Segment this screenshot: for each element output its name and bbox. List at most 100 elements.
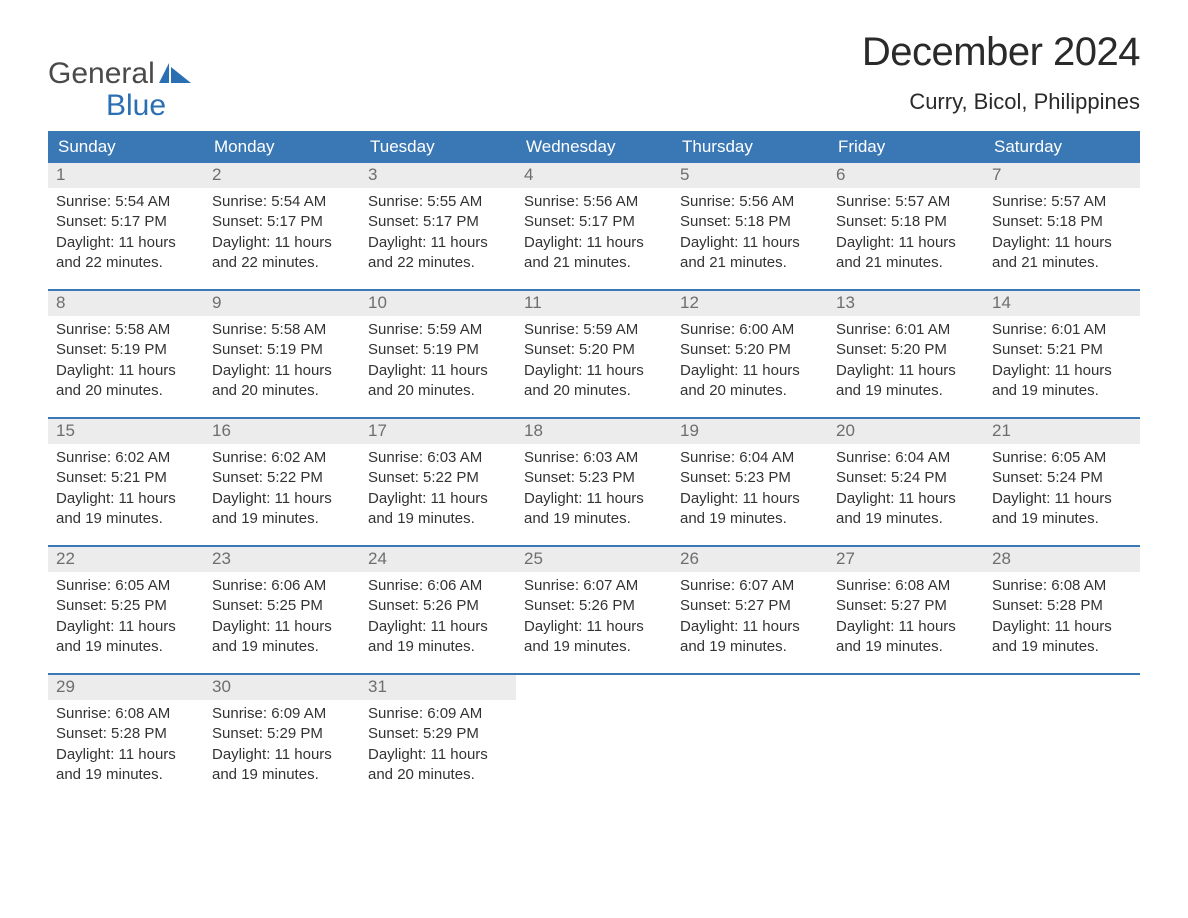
day-cell: 14Sunrise: 6:01 AMSunset: 5:21 PMDayligh… [984, 291, 1140, 417]
sunset-text: Sunset: 5:28 PM [992, 596, 1132, 616]
day-cell: 27Sunrise: 6:08 AMSunset: 5:27 PMDayligh… [828, 547, 984, 673]
daylight-text: Daylight: 11 hours and 19 minutes. [524, 617, 664, 658]
day-number: 18 [516, 419, 672, 444]
day-cell: 1Sunrise: 5:54 AMSunset: 5:17 PMDaylight… [48, 163, 204, 289]
day-body: Sunrise: 5:54 AMSunset: 5:17 PMDaylight:… [204, 188, 360, 279]
sunrise-text: Sunrise: 6:04 AM [680, 448, 820, 468]
day-body: Sunrise: 6:08 AMSunset: 5:27 PMDaylight:… [828, 572, 984, 663]
day-number: 16 [204, 419, 360, 444]
day-cell: 12Sunrise: 6:00 AMSunset: 5:20 PMDayligh… [672, 291, 828, 417]
sunset-text: Sunset: 5:25 PM [56, 596, 196, 616]
logo-word-blue: Blue [48, 90, 191, 122]
day-body: Sunrise: 6:04 AMSunset: 5:23 PMDaylight:… [672, 444, 828, 535]
sunrise-text: Sunrise: 5:57 AM [992, 192, 1132, 212]
header: General Blue December 2024 Curry, Bicol,… [48, 30, 1140, 121]
sunset-text: Sunset: 5:24 PM [836, 468, 976, 488]
daylight-text: Daylight: 11 hours and 19 minutes. [212, 489, 352, 530]
day-body: Sunrise: 6:04 AMSunset: 5:24 PMDaylight:… [828, 444, 984, 535]
day-cell: 21Sunrise: 6:05 AMSunset: 5:24 PMDayligh… [984, 419, 1140, 545]
daylight-text: Daylight: 11 hours and 19 minutes. [212, 745, 352, 786]
day-number: 22 [48, 547, 204, 572]
daylight-text: Daylight: 11 hours and 22 minutes. [368, 233, 508, 274]
day-number: 29 [48, 675, 204, 700]
day-body: Sunrise: 6:00 AMSunset: 5:20 PMDaylight:… [672, 316, 828, 407]
sunset-text: Sunset: 5:19 PM [56, 340, 196, 360]
day-body: Sunrise: 6:08 AMSunset: 5:28 PMDaylight:… [48, 700, 204, 791]
day-number: 14 [984, 291, 1140, 316]
day-cell: 20Sunrise: 6:04 AMSunset: 5:24 PMDayligh… [828, 419, 984, 545]
day-number: 7 [984, 163, 1140, 188]
dow-thursday: Thursday [672, 131, 828, 163]
day-body: Sunrise: 5:56 AMSunset: 5:18 PMDaylight:… [672, 188, 828, 279]
daylight-text: Daylight: 11 hours and 20 minutes. [680, 361, 820, 402]
sunset-text: Sunset: 5:28 PM [56, 724, 196, 744]
daylight-text: Daylight: 11 hours and 21 minutes. [836, 233, 976, 274]
dow-tuesday: Tuesday [360, 131, 516, 163]
day-number: 15 [48, 419, 204, 444]
day-cell: 16Sunrise: 6:02 AMSunset: 5:22 PMDayligh… [204, 419, 360, 545]
sunset-text: Sunset: 5:20 PM [524, 340, 664, 360]
sunset-text: Sunset: 5:26 PM [368, 596, 508, 616]
sunset-text: Sunset: 5:18 PM [836, 212, 976, 232]
sunrise-text: Sunrise: 6:05 AM [992, 448, 1132, 468]
day-number: 24 [360, 547, 516, 572]
daylight-text: Daylight: 11 hours and 20 minutes. [524, 361, 664, 402]
sunrise-text: Sunrise: 6:06 AM [212, 576, 352, 596]
weeks-container: 1Sunrise: 5:54 AMSunset: 5:17 PMDaylight… [48, 163, 1140, 801]
sunrise-text: Sunrise: 5:55 AM [368, 192, 508, 212]
dow-wednesday: Wednesday [516, 131, 672, 163]
day-number: 25 [516, 547, 672, 572]
sunrise-text: Sunrise: 5:56 AM [524, 192, 664, 212]
day-body: Sunrise: 5:59 AMSunset: 5:20 PMDaylight:… [516, 316, 672, 407]
sunrise-text: Sunrise: 5:54 AM [212, 192, 352, 212]
week-row: 1Sunrise: 5:54 AMSunset: 5:17 PMDaylight… [48, 163, 1140, 289]
sunrise-text: Sunrise: 5:57 AM [836, 192, 976, 212]
flag-icon [159, 58, 191, 90]
daylight-text: Daylight: 11 hours and 19 minutes. [524, 489, 664, 530]
day-cell [828, 675, 984, 801]
day-number: 11 [516, 291, 672, 316]
day-cell: 23Sunrise: 6:06 AMSunset: 5:25 PMDayligh… [204, 547, 360, 673]
day-body: Sunrise: 6:03 AMSunset: 5:23 PMDaylight:… [516, 444, 672, 535]
dow-sunday: Sunday [48, 131, 204, 163]
sunset-text: Sunset: 5:22 PM [368, 468, 508, 488]
sunrise-text: Sunrise: 5:59 AM [524, 320, 664, 340]
day-body: Sunrise: 6:09 AMSunset: 5:29 PMDaylight:… [360, 700, 516, 791]
month-title: December 2024 [862, 30, 1140, 75]
sunrise-text: Sunrise: 5:58 AM [212, 320, 352, 340]
sunrise-text: Sunrise: 5:54 AM [56, 192, 196, 212]
day-cell [672, 675, 828, 801]
day-cell: 11Sunrise: 5:59 AMSunset: 5:20 PMDayligh… [516, 291, 672, 417]
day-number: 31 [360, 675, 516, 700]
sunrise-text: Sunrise: 5:56 AM [680, 192, 820, 212]
day-body: Sunrise: 6:02 AMSunset: 5:21 PMDaylight:… [48, 444, 204, 535]
location: Curry, Bicol, Philippines [862, 89, 1140, 115]
day-body: Sunrise: 5:57 AMSunset: 5:18 PMDaylight:… [828, 188, 984, 279]
day-cell: 10Sunrise: 5:59 AMSunset: 5:19 PMDayligh… [360, 291, 516, 417]
sunset-text: Sunset: 5:17 PM [368, 212, 508, 232]
week-row: 22Sunrise: 6:05 AMSunset: 5:25 PMDayligh… [48, 545, 1140, 673]
daylight-text: Daylight: 11 hours and 22 minutes. [212, 233, 352, 274]
daylight-text: Daylight: 11 hours and 21 minutes. [992, 233, 1132, 274]
calendar: Sunday Monday Tuesday Wednesday Thursday… [48, 131, 1140, 801]
dow-saturday: Saturday [984, 131, 1140, 163]
sunset-text: Sunset: 5:20 PM [680, 340, 820, 360]
sunrise-text: Sunrise: 6:02 AM [212, 448, 352, 468]
day-cell: 25Sunrise: 6:07 AMSunset: 5:26 PMDayligh… [516, 547, 672, 673]
sunrise-text: Sunrise: 6:01 AM [992, 320, 1132, 340]
day-cell: 3Sunrise: 5:55 AMSunset: 5:17 PMDaylight… [360, 163, 516, 289]
sunrise-text: Sunrise: 6:08 AM [992, 576, 1132, 596]
daylight-text: Daylight: 11 hours and 19 minutes. [56, 745, 196, 786]
day-cell [984, 675, 1140, 801]
daylight-text: Daylight: 11 hours and 19 minutes. [368, 489, 508, 530]
daylight-text: Daylight: 11 hours and 19 minutes. [992, 489, 1132, 530]
sunrise-text: Sunrise: 6:07 AM [524, 576, 664, 596]
day-cell: 31Sunrise: 6:09 AMSunset: 5:29 PMDayligh… [360, 675, 516, 801]
day-number: 6 [828, 163, 984, 188]
day-number: 1 [48, 163, 204, 188]
sunset-text: Sunset: 5:17 PM [524, 212, 664, 232]
sunrise-text: Sunrise: 6:00 AM [680, 320, 820, 340]
day-body: Sunrise: 6:01 AMSunset: 5:20 PMDaylight:… [828, 316, 984, 407]
day-number: 27 [828, 547, 984, 572]
day-body: Sunrise: 6:09 AMSunset: 5:29 PMDaylight:… [204, 700, 360, 791]
